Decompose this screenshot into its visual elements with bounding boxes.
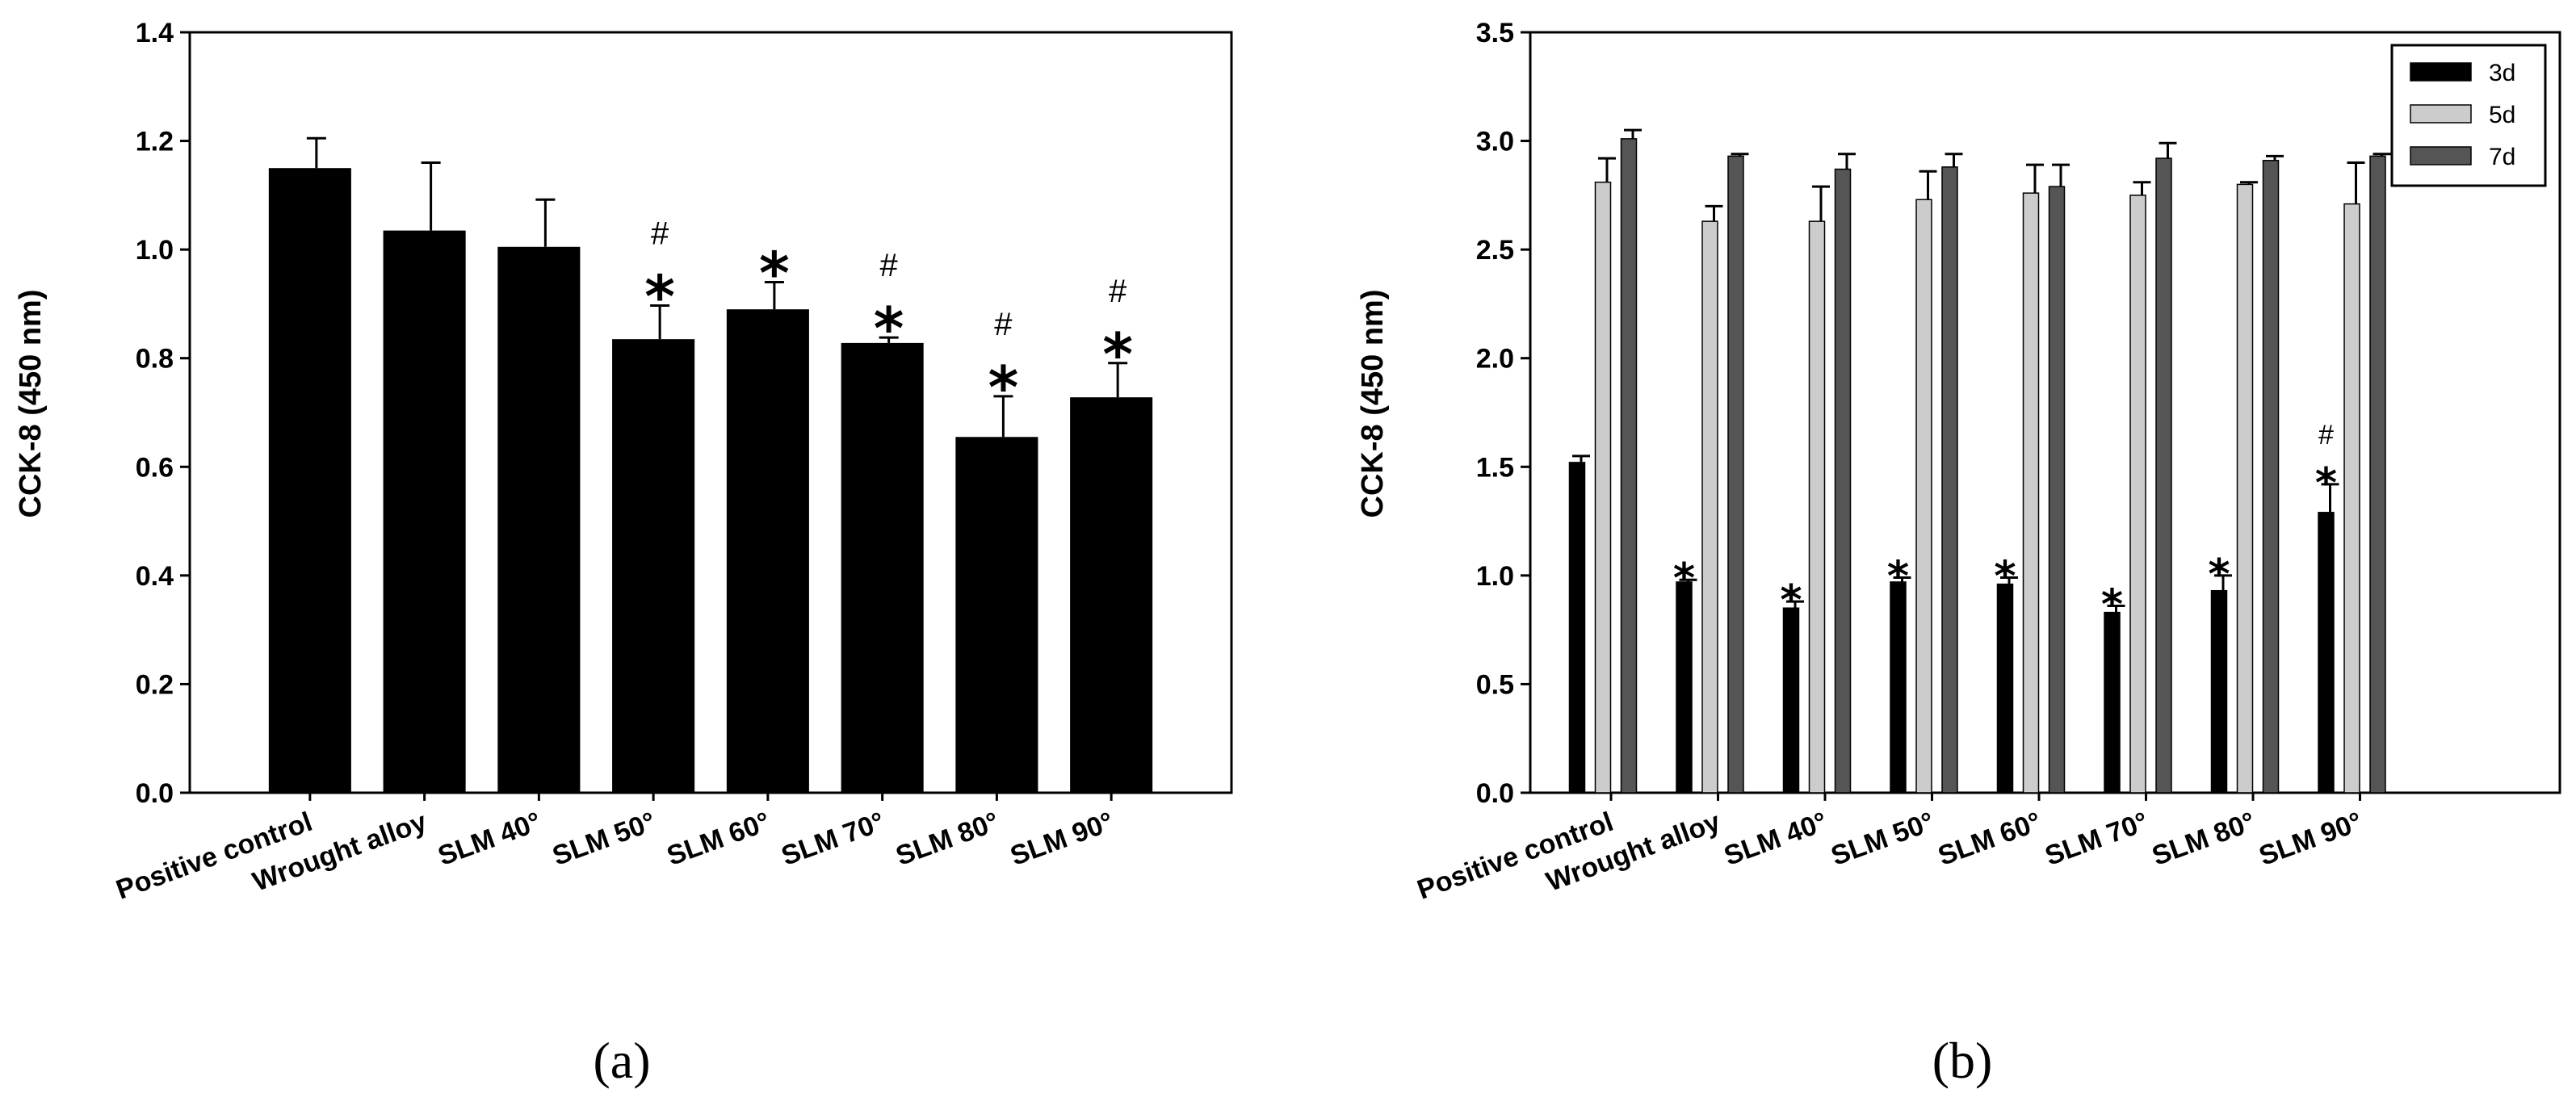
significance-hash: # bbox=[651, 216, 669, 251]
x-tick-label: SLM 70° bbox=[2041, 806, 2153, 872]
y-tick-label: 0.8 bbox=[136, 344, 174, 375]
bar-7d bbox=[1834, 168, 1852, 794]
bar-5d bbox=[1594, 181, 1612, 794]
x-tick-label: SLM 40° bbox=[1720, 806, 1831, 872]
bar-3d bbox=[1676, 581, 1693, 794]
bar bbox=[268, 168, 351, 793]
bar-3d bbox=[1782, 607, 1800, 794]
bar-3d bbox=[2104, 611, 2121, 794]
x-tick-label: SLM 70° bbox=[778, 806, 889, 872]
legend-label-5d: 5d bbox=[2489, 102, 2515, 128]
significance-hash: # bbox=[1109, 274, 1127, 309]
bar-7d bbox=[1941, 166, 1958, 794]
x-tick-label: SLM 50° bbox=[1827, 806, 1939, 872]
bar-3d bbox=[1890, 581, 1907, 794]
y-tick-label: 2.0 bbox=[1476, 344, 1514, 375]
y-tick-label: 3.0 bbox=[1476, 127, 1514, 157]
significance-star: * bbox=[988, 354, 1019, 421]
y-tick-label: 2.5 bbox=[1476, 235, 1514, 266]
legend-swatch-3d bbox=[2410, 62, 2472, 82]
y-tick-label: 0.6 bbox=[136, 452, 174, 483]
bar-7d bbox=[2155, 157, 2172, 794]
bar-7d bbox=[2369, 155, 2386, 794]
bar bbox=[726, 309, 809, 794]
x-tick-label: SLM 80° bbox=[892, 806, 1003, 872]
x-tick-label: SLM 80° bbox=[2148, 806, 2259, 872]
bar-5d bbox=[2236, 183, 2254, 794]
bar bbox=[1070, 397, 1153, 793]
significance-star: * bbox=[2208, 551, 2230, 599]
panel-a-ylabel: CCK-8 (450 nm) bbox=[14, 290, 48, 518]
bar bbox=[841, 342, 924, 794]
significance-star: * bbox=[1102, 320, 1133, 388]
bar-5d bbox=[2343, 203, 2360, 794]
significance-star: * bbox=[2315, 459, 2337, 508]
bar bbox=[612, 339, 695, 793]
significance-star: * bbox=[2101, 581, 2123, 630]
bar-3d bbox=[1568, 462, 1586, 794]
x-tick-label: SLM 60° bbox=[663, 806, 774, 872]
chart-panel-b: CCK-8 (450 nm) (b) 0.0 0.5 1.0 1.5 2.0 2.5 3.0… bbox=[1356, 18, 2561, 1089]
bar-3d bbox=[2210, 589, 2228, 794]
significance-star: * bbox=[1673, 555, 1695, 603]
significance-star: * bbox=[1887, 553, 1909, 601]
y-tick-label: 1.4 bbox=[136, 18, 174, 48]
y-tick-label: 0.2 bbox=[136, 669, 174, 700]
legend-label-7d: 7d bbox=[2489, 144, 2515, 170]
significance-star: * bbox=[1994, 553, 2016, 601]
x-tick-label: SLM 60° bbox=[1934, 806, 2045, 872]
significance-star: * bbox=[874, 295, 904, 362]
significance-star: * bbox=[1780, 576, 1802, 625]
plot-frame bbox=[1529, 31, 2561, 794]
legend-swatch-7d bbox=[2410, 146, 2472, 165]
y-tick-label: 1.2 bbox=[136, 127, 174, 157]
x-tick-label: SLM 50° bbox=[548, 806, 660, 872]
significance-hash: # bbox=[880, 248, 899, 283]
y-tick-label: 3.5 bbox=[1476, 18, 1514, 48]
bar-5d bbox=[2129, 195, 2146, 794]
bar-7d bbox=[1620, 138, 1638, 794]
y-tick-label: 1.0 bbox=[136, 235, 174, 266]
legend-label-3d: 3d bbox=[2489, 60, 2515, 86]
bar-3d bbox=[1996, 583, 2014, 794]
y-tick-label: 0.5 bbox=[1476, 669, 1514, 700]
panel-a-label: (a) bbox=[593, 1032, 650, 1089]
legend-swatch-5d bbox=[2410, 104, 2472, 124]
bar bbox=[497, 246, 581, 793]
bar-5d bbox=[2022, 192, 2040, 794]
legend: 3d 5d 7d bbox=[2390, 44, 2547, 187]
x-tick-label: SLM 90° bbox=[2255, 806, 2367, 872]
significance-star: * bbox=[759, 240, 790, 308]
bar-7d bbox=[1727, 155, 1744, 794]
plot-frame bbox=[188, 31, 1233, 794]
bar-7d bbox=[2048, 186, 2066, 794]
significance-hash: # bbox=[2318, 420, 2334, 450]
bar-3d bbox=[2318, 512, 2335, 794]
bar bbox=[955, 437, 1038, 793]
y-tick-label: 1.5 bbox=[1476, 452, 1514, 483]
significance-star: * bbox=[644, 262, 675, 330]
bar-5d bbox=[1701, 220, 1718, 794]
bar bbox=[383, 230, 466, 793]
significance-hash: # bbox=[994, 307, 1013, 342]
x-tick-label: SLM 90° bbox=[1006, 806, 1118, 872]
y-tick-label: 0.0 bbox=[1476, 778, 1514, 809]
panel-b-label: (b) bbox=[1932, 1032, 1993, 1089]
y-tick-label: 0.4 bbox=[136, 561, 174, 592]
x-tick-label: SLM 40° bbox=[434, 806, 545, 872]
y-tick-label: 1.0 bbox=[1476, 561, 1514, 592]
chart-panel-a: CCK-8 (450 nm) (a) 0.0 0.2 0.4 0.6 0.8 1.0 1.2… bbox=[14, 18, 1233, 1089]
bar-5d bbox=[1915, 199, 1932, 794]
bar-7d bbox=[2262, 160, 2280, 794]
panel-b-ylabel: CCK-8 (450 nm) bbox=[1356, 290, 1390, 518]
bar-5d bbox=[1808, 220, 1826, 794]
y-tick-label: 0.0 bbox=[136, 778, 174, 809]
